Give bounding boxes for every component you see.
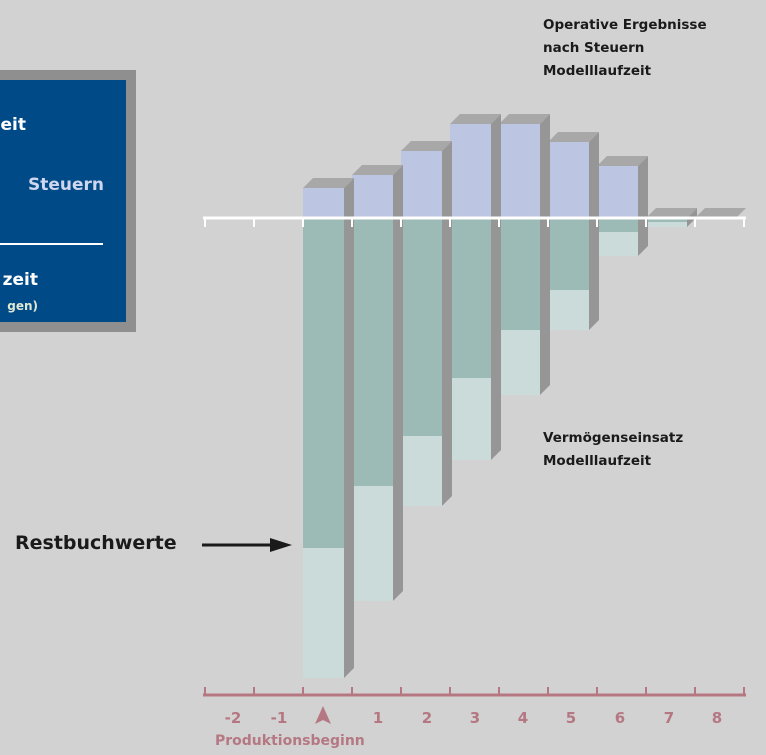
bar-top-face [597,156,648,166]
axis-tick-label: -2 [225,709,242,727]
operative-label-line-1: Operative Ergebnisse [543,17,707,33]
residual-value-segment [401,436,442,506]
bar-top-face [303,178,354,188]
bar-side-face [638,156,648,256]
bar-side-face [393,165,403,601]
production-start-arrow [315,706,331,724]
operative-result-segment [597,166,638,218]
operative-results-label: Operative Ergebnisse nach Steuern Modell… [543,14,707,83]
invested-capital-segment [646,218,687,222]
operative-result-segment [401,151,442,218]
axis-tick-label: 7 [664,709,674,727]
residual-value-segment [303,548,344,678]
residual-value-segment [352,486,393,601]
production-start-label: Produktionsbeginn [215,733,365,749]
operative-label-line-3: Modelllaufzeit [543,63,652,79]
residual-value-segment [646,222,687,227]
invested-capital-segment [597,218,638,232]
invested-capital-segment [499,218,540,330]
operative-result-segment [499,124,540,218]
operative-result-segment [450,124,491,218]
legend-line-2: Steuern [27,175,104,195]
residual-value-segment [499,330,540,395]
invested-capital-segment [303,218,344,548]
asset-label-line-1: Vermögenseinsatz [543,430,684,446]
operative-result-segment [303,188,344,218]
invested-capital-segment [450,218,491,378]
axis-tick-label: 6 [615,709,625,727]
legend-divider [0,243,103,245]
bar-side-face [344,178,354,678]
axis-tick-label: 3 [470,709,480,727]
bar-top-face [450,114,501,124]
invested-capital-segment [401,218,442,436]
bar-top-face [352,165,403,175]
legend-line-1: eit [0,115,26,135]
legend-line-4: gen) [7,299,38,313]
axis-tick-label: -1 [271,709,288,727]
asset-label-line-2: Modelllaufzeit [543,453,652,469]
legend-box: eit Steuern zeit gen) [0,80,126,322]
bar-side-face [540,114,550,395]
residual-pointer-arrowhead [270,538,292,552]
operative-result-segment [352,175,393,218]
legend-line-3: zeit [2,270,38,290]
axis-tick-label: 1 [373,709,383,727]
operative-label-line-2: nach Steuern [543,40,645,56]
bar-top-face [499,114,550,124]
residual-value-segment [548,290,589,330]
invested-capital-segment [548,218,589,290]
asset-deployment-label: Vermögenseinsatz Modelllaufzeit [543,427,683,473]
axis-tick-label: 8 [712,709,722,727]
bar-side-face [589,132,599,330]
residual-value-segment [450,378,491,460]
operative-result-segment [548,142,589,218]
axis-tick-label: 5 [566,709,576,727]
bar-side-face [491,114,501,460]
residual-value-segment [597,232,638,256]
bar-top-face [548,132,599,142]
bar-top-face [401,141,452,151]
bar-top-face [646,208,697,218]
axis-tick-label: 4 [518,709,528,727]
axis-tick-label: 2 [422,709,432,727]
residual-values-label: Restbuchwerte [15,532,177,554]
bar-side-face [442,141,452,506]
invested-capital-segment [352,218,393,486]
bar-top-face [695,208,746,218]
